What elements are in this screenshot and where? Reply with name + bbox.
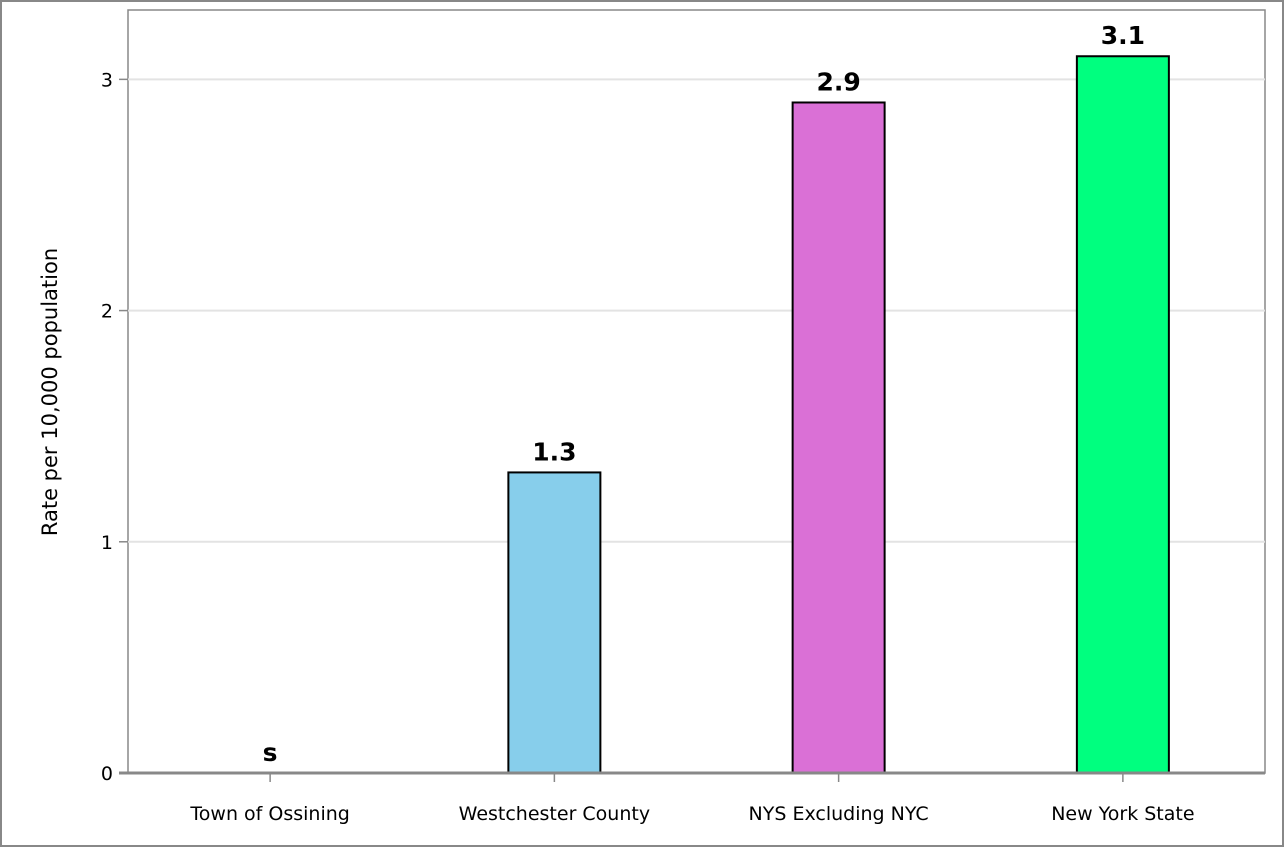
bars bbox=[507, 55, 1170, 774]
y-tick-label: 2 bbox=[101, 301, 113, 323]
y-tick-label: 3 bbox=[101, 69, 113, 91]
bar bbox=[1075, 55, 1170, 774]
bar bbox=[791, 101, 886, 774]
data-label: 1.3 bbox=[532, 437, 576, 466]
bar bbox=[507, 471, 602, 774]
gridlines bbox=[128, 78, 1265, 543]
data-label: s bbox=[263, 738, 278, 767]
x-tick-label: Town of Ossining bbox=[189, 803, 349, 825]
data-labels: s 1.3 2.9 3.1 bbox=[263, 21, 1145, 767]
x-tick-label: Westchester County bbox=[459, 803, 650, 825]
y-axis: 0 1 2 3 bbox=[101, 69, 128, 785]
data-label: 2.9 bbox=[816, 67, 860, 96]
y-tick-label: 1 bbox=[101, 532, 113, 554]
x-tick-label: NYS Excluding NYC bbox=[749, 803, 929, 825]
y-tick-label: 0 bbox=[101, 763, 113, 785]
y-axis-title: Rate per 10,000 population bbox=[38, 248, 62, 536]
x-axis: Town of Ossining Westchester County NYS Ex… bbox=[119, 771, 1265, 825]
plot-frame bbox=[127, 9, 1266, 774]
x-tick-label: New York State bbox=[1051, 803, 1194, 825]
data-label: 3.1 bbox=[1101, 21, 1145, 50]
